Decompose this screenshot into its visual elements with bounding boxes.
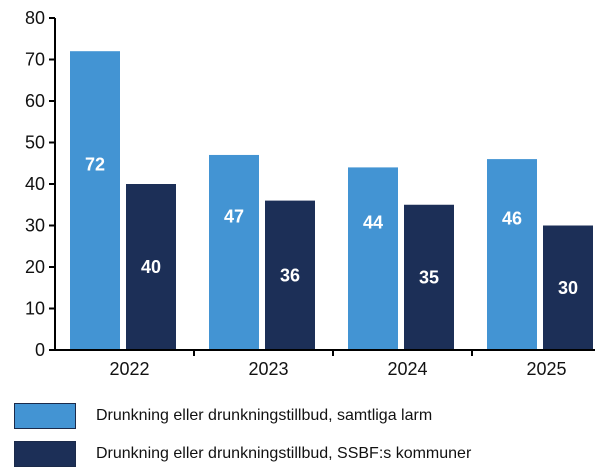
bar-2022-series-1 [126, 184, 176, 350]
y-tick-label: 10 [25, 299, 45, 319]
y-tick-label: 0 [35, 340, 45, 360]
legend-item-samtliga-larm: Drunkning eller drunkningstillbud, samtl… [14, 401, 432, 431]
bar-value-label: 30 [558, 278, 578, 298]
y-tick-label: 50 [25, 133, 45, 153]
y-tick-label: 20 [25, 257, 45, 277]
y-tick-label: 80 [25, 8, 45, 28]
bar-2023-series-0 [209, 154, 259, 350]
bar-value-label: 44 [363, 213, 383, 233]
bars: 72 40 47 36 44 35 46 30 [70, 51, 593, 350]
bar-value-label: 46 [502, 209, 522, 229]
y-tick-label: 60 [25, 91, 45, 111]
bar-value-label: 36 [280, 265, 300, 285]
x-tick-label: 2024 [387, 359, 427, 379]
y-axis: 0 10 20 30 40 50 60 70 80 [25, 8, 56, 360]
legend-label-samtliga-larm: Drunkning eller drunkningstillbud, samtl… [96, 407, 433, 424]
bar-2025-series-1 [543, 225, 593, 350]
bar-2024-series-1 [404, 204, 454, 350]
y-tick-label: 40 [25, 174, 45, 194]
legend-swatch-samtliga-larm [14, 403, 76, 429]
bar-value-label: 72 [85, 155, 105, 175]
x-tick-label: 2022 [109, 359, 149, 379]
legend-item-ssbf-kommuner: Drunkning eller drunkningstillbud, SSBF:… [14, 439, 471, 469]
y-tick-label: 70 [25, 50, 45, 70]
bar-2024-series-0 [348, 167, 398, 350]
bar-2022-series-0 [70, 51, 120, 350]
legend-swatch-ssbf-kommuner [14, 441, 76, 467]
x-axis: 2022 2023 2024 2025 [55, 349, 595, 379]
bar-2025-series-0 [487, 159, 537, 350]
x-tick-label: 2023 [248, 359, 288, 379]
bar-value-label: 47 [224, 206, 244, 226]
x-tick-label: 2025 [526, 359, 566, 379]
bar-value-label: 35 [419, 267, 439, 287]
bar-2023-series-1 [265, 200, 315, 350]
y-tick-label: 30 [25, 216, 45, 236]
legend-label-ssbf-kommuner: Drunkning eller drunkningstillbud, SSBF:… [96, 445, 472, 462]
bar-value-label: 40 [141, 257, 161, 277]
